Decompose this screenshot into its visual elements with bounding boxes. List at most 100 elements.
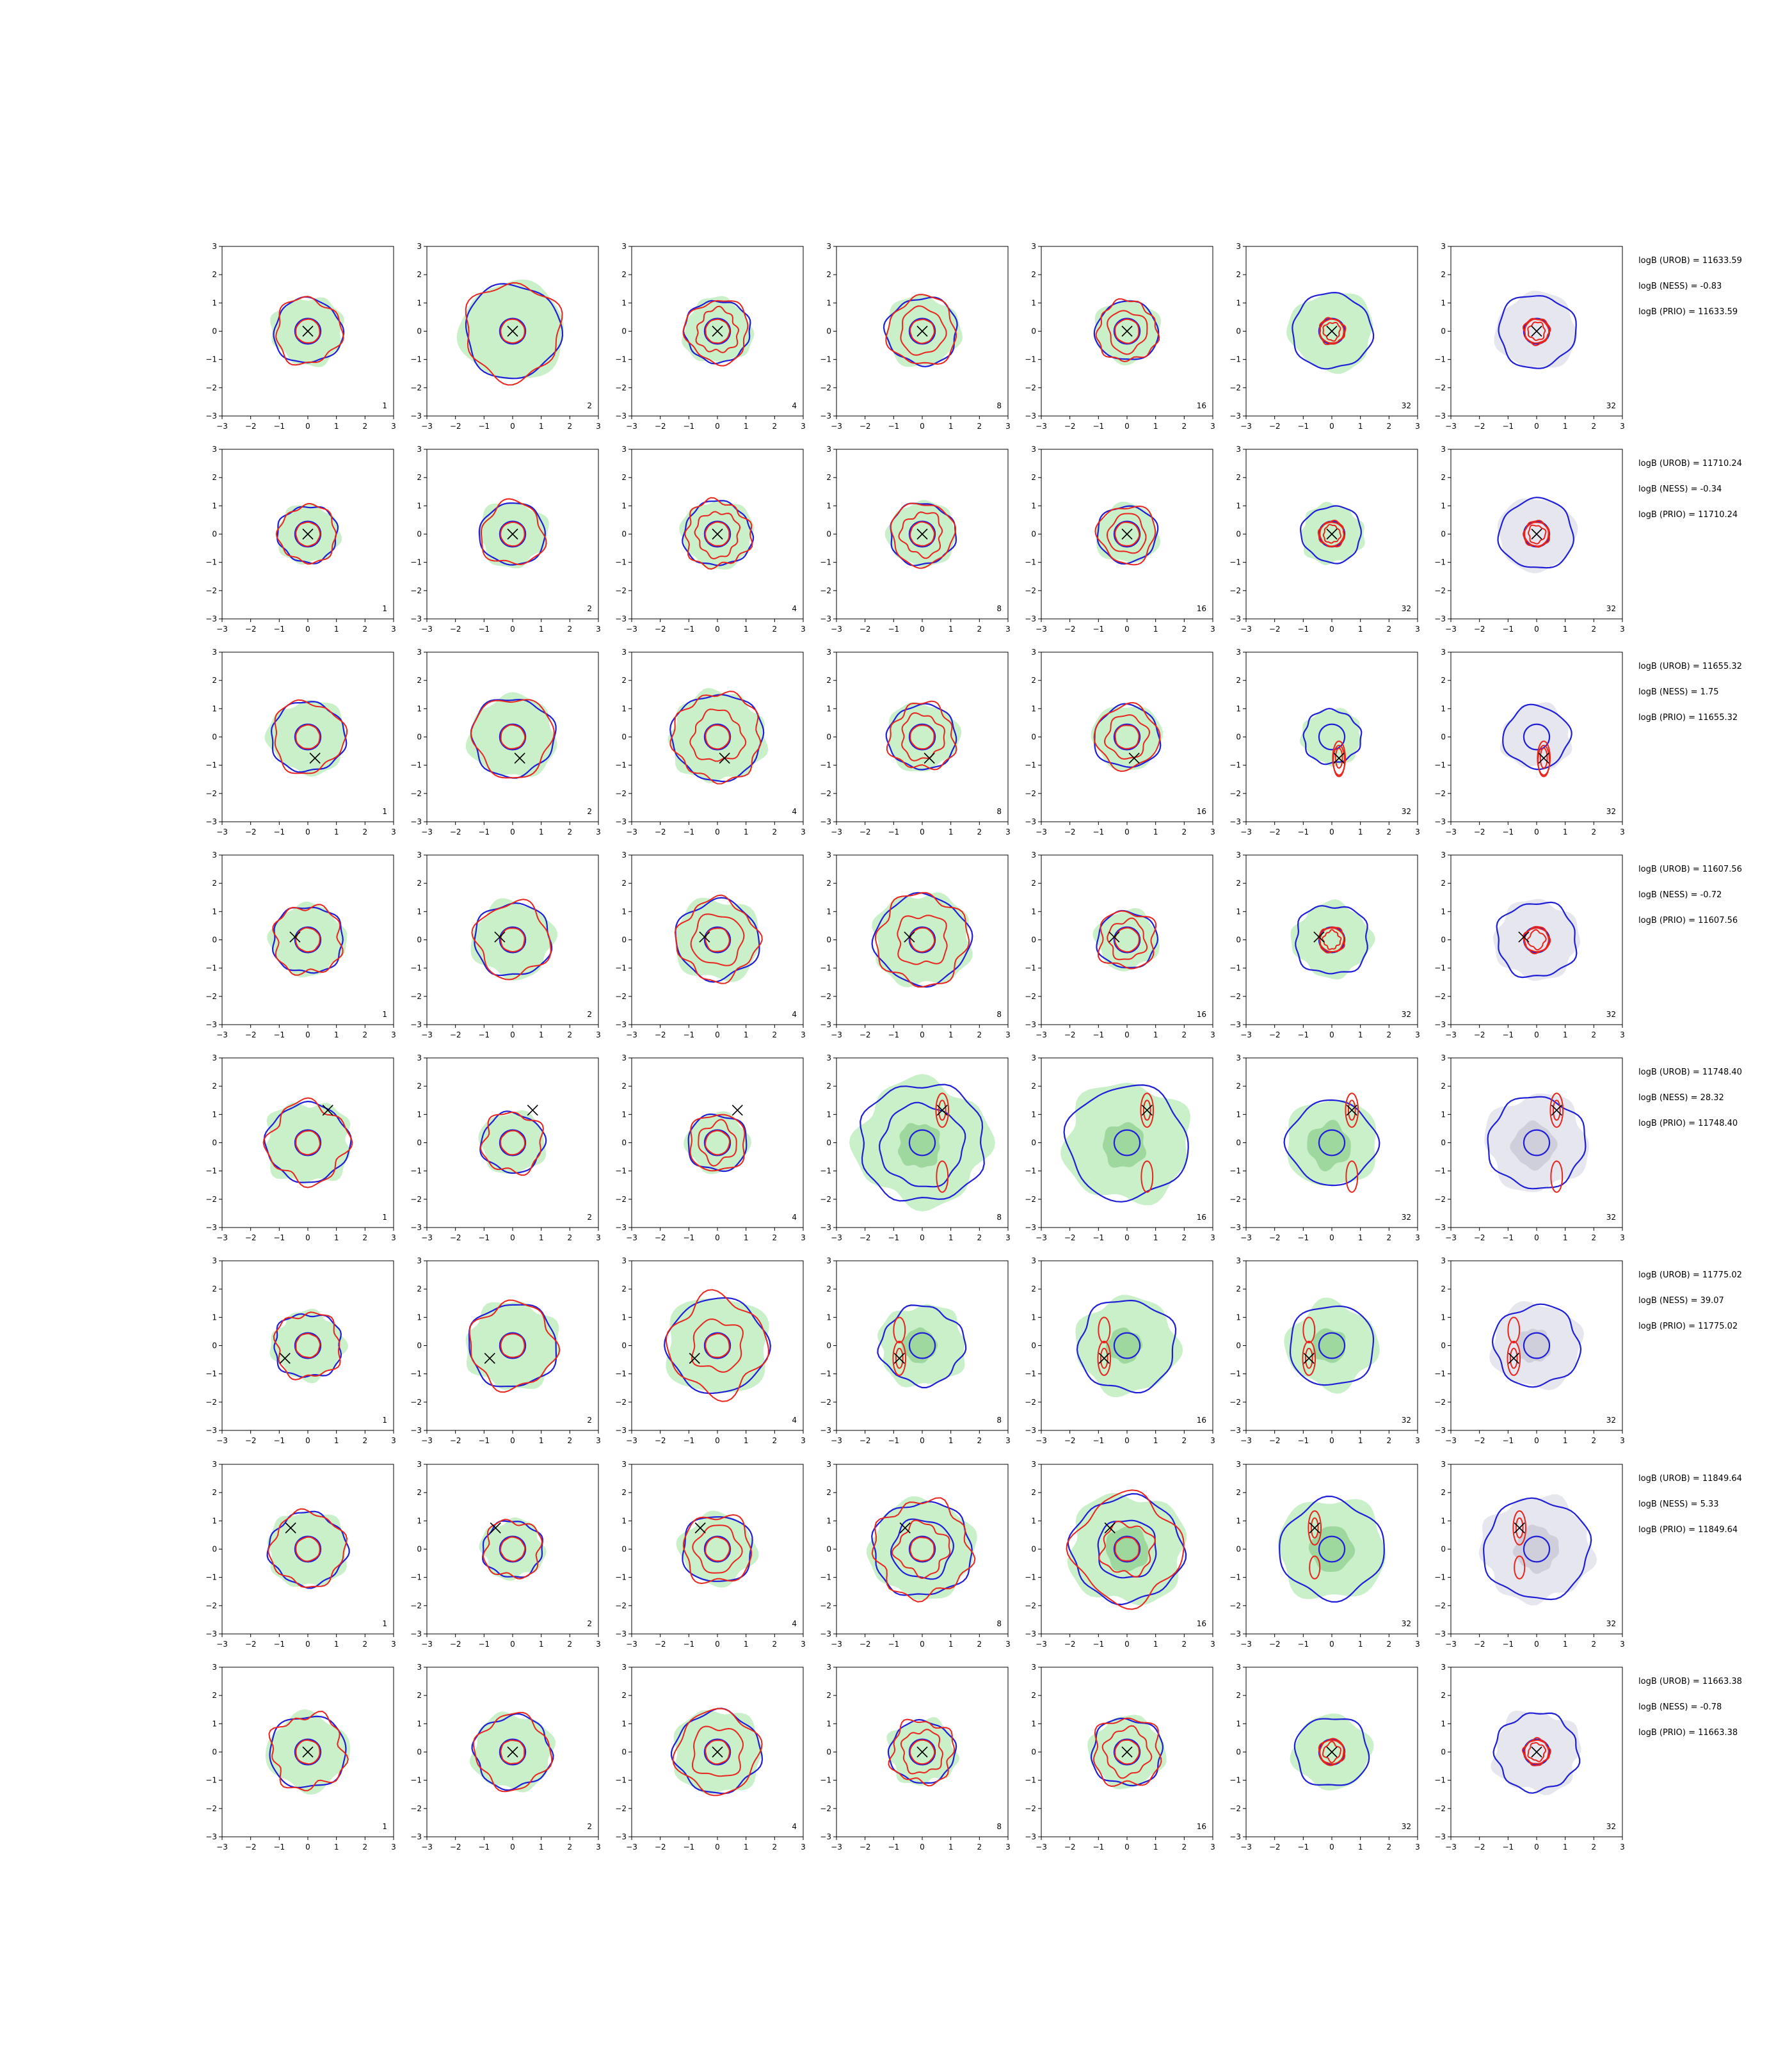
blue-contour bbox=[479, 1110, 547, 1174]
y-tick-label: −3 bbox=[1025, 1629, 1036, 1638]
x-tick-label: −1 bbox=[1092, 422, 1104, 431]
x-tick-label: −3 bbox=[1036, 1233, 1047, 1242]
y-tick-label: 0 bbox=[1236, 936, 1241, 945]
x-tick-label: 2 bbox=[1592, 422, 1597, 431]
x-tick-label: 0 bbox=[1534, 828, 1539, 836]
x-tick-label: −3 bbox=[216, 1640, 228, 1649]
x-tick-label: 1 bbox=[1563, 1233, 1568, 1242]
x-tick-label: −1 bbox=[1092, 1436, 1104, 1445]
red-contour bbox=[909, 724, 935, 750]
x-tick-label: 0 bbox=[1124, 1233, 1130, 1242]
y-tick-label: 1 bbox=[621, 501, 627, 510]
x-tick-label: 1 bbox=[1153, 625, 1158, 634]
x-tick-label: 3 bbox=[391, 625, 396, 634]
y-tick-label: 3 bbox=[826, 1460, 831, 1469]
x-tick-label: −3 bbox=[216, 625, 228, 634]
panel-number-label: 4 bbox=[792, 1010, 797, 1019]
x-tick-label: −1 bbox=[478, 1436, 490, 1445]
y-tick-label: −1 bbox=[820, 1167, 831, 1176]
red-contour bbox=[295, 522, 321, 547]
blue-contour bbox=[1523, 1129, 1551, 1156]
panel-r8-c3: −3 −3 −2 −2 −1 −1 0 0 1 1 2 2 3 3 4 bbox=[615, 1663, 806, 1852]
x-tick-label: −3 bbox=[421, 1640, 433, 1649]
panel-number-label: 4 bbox=[792, 807, 797, 816]
x-tick-label: −2 bbox=[1474, 422, 1485, 431]
y-tick-label: −2 bbox=[615, 992, 627, 1001]
red-contour bbox=[1308, 1510, 1322, 1546]
true-value-marker bbox=[689, 1352, 700, 1364]
true-value-marker bbox=[1518, 931, 1530, 943]
y-tick-label: 3 bbox=[1031, 1663, 1036, 1672]
x-tick-label: −1 bbox=[273, 1436, 285, 1445]
red-contour bbox=[1107, 310, 1148, 355]
x-tick-label: −3 bbox=[831, 1843, 842, 1852]
y-tick-label: 0 bbox=[417, 1545, 422, 1554]
y-tick-label: 3 bbox=[621, 1460, 627, 1469]
blue-contour bbox=[1491, 1303, 1582, 1388]
true-value-marker bbox=[490, 1522, 501, 1533]
y-tick-label: −2 bbox=[1229, 586, 1241, 595]
x-tick-label: −3 bbox=[1240, 1843, 1252, 1852]
red-contour bbox=[1526, 929, 1547, 951]
y-tick-label: 3 bbox=[1031, 242, 1036, 251]
y-tick-label: 0 bbox=[621, 733, 627, 742]
red-contour bbox=[891, 1519, 951, 1580]
red-contour bbox=[682, 1514, 753, 1585]
x-tick-label: 0 bbox=[715, 1640, 720, 1649]
y-tick-label: 2 bbox=[621, 676, 627, 685]
x-tick-label: 1 bbox=[334, 828, 339, 836]
panel-r1-c5: −3−3 −2 −2 −1 −1 0 0 1 1 2 2 3 3 16 bbox=[1025, 242, 1215, 431]
y-tick-label: −1 bbox=[1434, 761, 1446, 770]
panel-r2-c1: −3 −3 −2 −2 −1 −1 0 0 1 1 2 2 3 3 1 bbox=[205, 445, 396, 634]
y-tick-label: −2 bbox=[1025, 1398, 1036, 1407]
y-tick-label: 2 bbox=[1031, 879, 1036, 888]
x-tick-label: −2 bbox=[1064, 422, 1076, 431]
density-fill bbox=[264, 700, 346, 777]
logb-annotation: logB (UROB) = 11633.59 bbox=[1638, 256, 1742, 266]
x-tick-label: 2 bbox=[1592, 625, 1597, 634]
true-value-marker bbox=[924, 753, 935, 764]
x-tick-label: 1 bbox=[1563, 1640, 1568, 1649]
y-tick-label: 2 bbox=[1236, 270, 1241, 279]
y-tick-label: −3 bbox=[410, 817, 422, 826]
y-tick-label: 3 bbox=[826, 242, 831, 251]
x-tick-label: 0 bbox=[920, 422, 925, 431]
red-contour bbox=[893, 1316, 906, 1344]
x-tick-label: 0 bbox=[920, 1233, 925, 1242]
x-tick-label: −2 bbox=[1269, 1640, 1281, 1649]
x-tick-label: −3 bbox=[216, 1436, 228, 1445]
true-value-marker bbox=[712, 325, 723, 337]
panel-number-label: 4 bbox=[792, 1822, 797, 1831]
panel-r7-c2: −3 −3 −2 −2 −1 −1 0 0 1 1 2 2 3 3 2 bbox=[410, 1460, 601, 1649]
x-tick-label: 0 bbox=[1124, 1640, 1130, 1649]
y-tick-label: 3 bbox=[621, 1256, 627, 1265]
x-tick-label: −3 bbox=[1445, 1436, 1457, 1445]
y-tick-label: 1 bbox=[621, 1110, 627, 1119]
y-tick-label: 2 bbox=[1031, 1082, 1036, 1091]
y-tick-label: 2 bbox=[1031, 473, 1036, 482]
red-contour bbox=[1345, 1160, 1359, 1193]
y-tick-label: 1 bbox=[1031, 1516, 1036, 1525]
y-tick-label: −1 bbox=[1229, 1167, 1241, 1176]
x-tick-label: 0 bbox=[920, 1030, 925, 1039]
x-tick-label: 3 bbox=[1415, 1030, 1420, 1039]
blue-contour bbox=[703, 723, 732, 751]
y-tick-label: −3 bbox=[615, 1629, 627, 1638]
panel-r7-c5: −3−3 −2 −2 −1 −1 0 0 1 1 2 2 3 3 16 bbox=[1025, 1460, 1215, 1649]
y-tick-label: −1 bbox=[1229, 761, 1241, 770]
x-tick-label: 0 bbox=[510, 1030, 515, 1039]
y-tick-label: −1 bbox=[1434, 964, 1446, 973]
x-tick-label: 3 bbox=[1620, 1640, 1625, 1649]
blue-contour bbox=[890, 502, 957, 566]
x-tick-label: −1 bbox=[1502, 422, 1514, 431]
x-tick-label: −1 bbox=[1502, 1030, 1514, 1039]
x-tick-label: −1 bbox=[478, 1640, 490, 1649]
x-tick-label: 0 bbox=[1534, 1233, 1539, 1242]
x-tick-label: −3 bbox=[831, 828, 842, 836]
blue-contour bbox=[1502, 703, 1572, 771]
x-tick-label: 2 bbox=[977, 422, 982, 431]
y-tick-label: −2 bbox=[1025, 1195, 1036, 1204]
true-value-marker bbox=[484, 1352, 495, 1364]
x-tick-label: −2 bbox=[655, 1843, 666, 1852]
y-tick-label: 1 bbox=[417, 1516, 422, 1525]
